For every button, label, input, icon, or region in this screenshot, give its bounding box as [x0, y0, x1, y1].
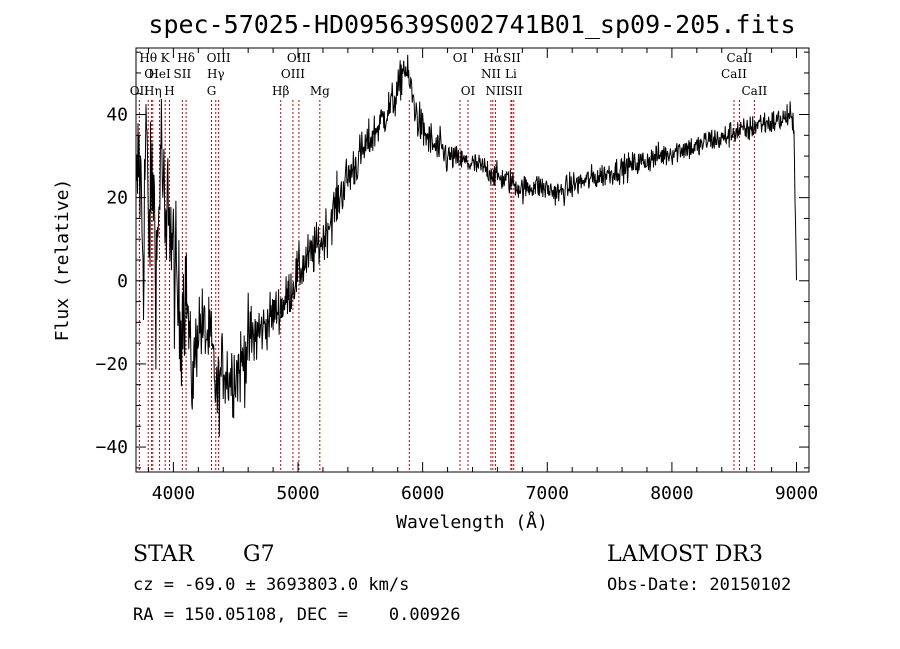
line-marker-label: Hδ [177, 51, 195, 65]
survey-name: LAMOST DR3 [607, 542, 763, 567]
line-marker-label: OIII [281, 67, 305, 81]
line-marker-label: SII [505, 84, 523, 98]
y-axis-label: Flux (relative) [52, 179, 73, 342]
x-axis-label: Wavelength (Å) [396, 511, 548, 533]
x-tick-label: 8000 [650, 483, 693, 504]
line-marker-label: OI [453, 51, 468, 65]
redshift-line: cz = -69.0 ± 3693803.0 km/s [133, 575, 409, 595]
line-marker-label: Hα [484, 51, 503, 65]
x-axis-ticks: 4000 5000 6000 7000 8000 9000 [147, 48, 818, 504]
line-marker-label: H [164, 84, 174, 98]
line-markers [138, 100, 755, 472]
x-tick-label: 7000 [526, 483, 569, 504]
obs-date: Obs-Date: 20150102 [607, 575, 791, 595]
chart-title: spec-57025-HD095639S002741B01_sp09-205.f… [148, 10, 795, 39]
line-marker-label: Li [505, 67, 517, 81]
line-marker-label: NII [481, 67, 501, 81]
y-tick-label: −40 [95, 437, 128, 458]
x-tick-label: 9000 [775, 483, 818, 504]
line-marker-labels: Hθ OI OII K HeI Hη H Hδ SII OIII Hγ G Hβ OIII OIII Mg OI… [130, 51, 768, 98]
line-marker-label: SII [503, 51, 521, 65]
line-marker-label: Hγ [207, 67, 225, 81]
object-class: STAR [133, 542, 195, 567]
object-subclass: G7 [243, 542, 275, 567]
line-marker-label: G [207, 84, 217, 98]
line-marker-label: CaII [741, 84, 767, 98]
y-tick-label: 0 [117, 271, 128, 292]
line-marker-label: OIII [287, 51, 311, 65]
x-tick-label: 5000 [276, 483, 319, 504]
x-tick-label: 4000 [152, 483, 195, 504]
line-marker-label: OII [130, 84, 150, 98]
line-marker-label: CaII [727, 51, 753, 65]
line-marker-label: CaII [721, 67, 747, 81]
line-marker-label: NII [485, 84, 505, 98]
line-marker-label: HeI [148, 67, 171, 81]
y-tick-label: 40 [106, 105, 128, 126]
line-marker-label: OIII [207, 51, 231, 65]
coordinates: RA = 150.05108, DEC = 0.00926 [133, 605, 461, 625]
x-tick-label: 6000 [401, 483, 444, 504]
line-marker-label: Hβ [272, 84, 289, 98]
plot-frame [135, 47, 810, 473]
line-marker-label: OI [144, 67, 159, 81]
line-marker-label: SII [174, 67, 192, 81]
line-marker-label: OI [461, 84, 476, 98]
spectrum-line [135, 54, 797, 437]
y-tick-label: −20 [95, 354, 128, 375]
line-marker-label: Hθ [139, 51, 157, 65]
line-marker-label: Hη [144, 84, 162, 98]
y-axis-ticks: −40 −20 0 20 40 [95, 51, 809, 469]
y-tick-label: 20 [106, 188, 128, 209]
line-marker-label: K [161, 51, 171, 65]
line-marker-label: Mg [310, 84, 330, 98]
